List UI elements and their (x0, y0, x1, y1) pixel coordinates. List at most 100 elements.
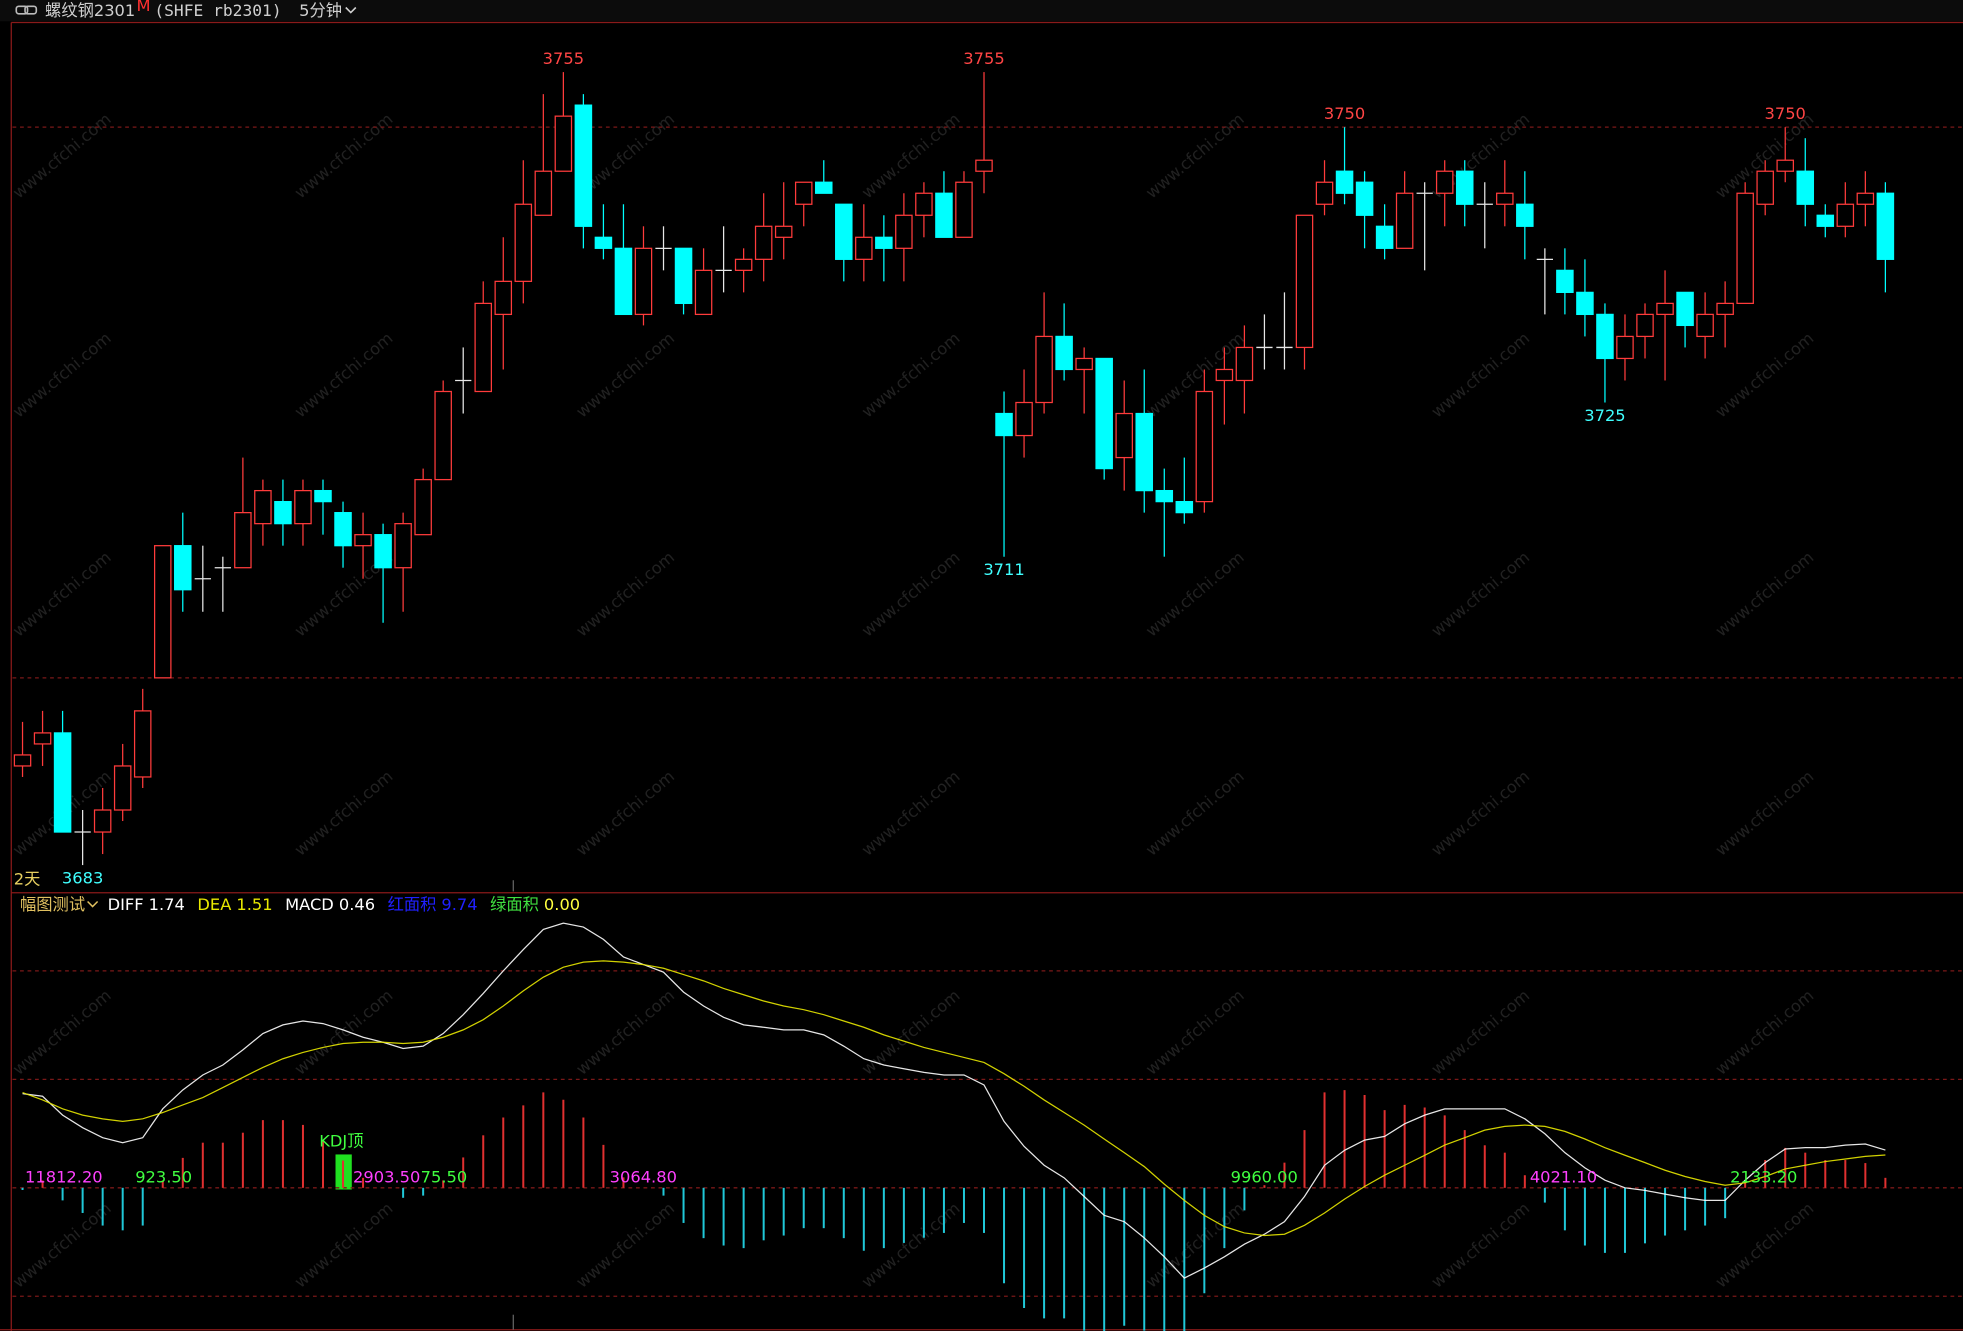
candle-body (1556, 269, 1574, 293)
candle-body (1876, 192, 1895, 260)
indicator-name[interactable]: 幅图测试 (20, 895, 85, 914)
low-label: 3711 (983, 560, 1024, 579)
candle-body (494, 280, 513, 316)
candle-body (1335, 170, 1354, 194)
top-bar (0, 0, 1963, 22)
candle-body (53, 732, 72, 833)
candle-body (1095, 357, 1113, 470)
candle-body (434, 390, 452, 481)
area-value: 0.00 (544, 895, 580, 914)
area-sum: 2133.20 (1730, 1168, 1797, 1187)
indicator-line (22, 922, 1886, 1279)
legend-value: 1.74 (149, 895, 185, 914)
candle-body (1315, 181, 1334, 205)
candle-body (774, 225, 793, 238)
candle-body (1816, 214, 1835, 227)
candle-body (374, 534, 392, 569)
candle-body (1075, 357, 1093, 371)
period-selector[interactable]: 5分钟 (299, 1, 342, 20)
candle-body (133, 710, 152, 778)
contract-flag: M (137, 0, 151, 15)
high-label: 3755 (963, 49, 1004, 68)
candle-body (334, 512, 352, 547)
indicator-line (22, 960, 1886, 1237)
candle-body (33, 732, 52, 745)
candle-body (1656, 302, 1674, 316)
candle-body (153, 545, 172, 679)
candle-body (754, 225, 773, 260)
dropdown-chevron (345, 6, 357, 14)
candle-body (1035, 335, 1053, 404)
candle-body (1455, 170, 1474, 205)
candle-body (1576, 291, 1594, 316)
candle-body (1215, 368, 1234, 382)
candle-body (935, 192, 953, 238)
candle-body (1235, 346, 1254, 382)
candle-body (93, 809, 112, 833)
candle-body (1175, 501, 1194, 514)
candle-body (895, 214, 913, 249)
candle-body (1836, 203, 1855, 227)
candle-body (1776, 159, 1794, 172)
candle-body (1516, 203, 1534, 227)
candle-body (955, 181, 973, 238)
candle-body (1496, 192, 1514, 205)
candle-body (1636, 313, 1654, 338)
candle-body (594, 236, 613, 249)
candle-body (835, 203, 853, 260)
area-sum: 9960.00 (1231, 1168, 1298, 1187)
candle-body (1596, 313, 1614, 360)
high-label: 3750 (1765, 104, 1806, 123)
candle-body (414, 478, 432, 536)
area-sum: 11812.20 (25, 1168, 103, 1187)
candle-body (1616, 335, 1634, 360)
signal-label: KDJ顶 (319, 1131, 363, 1150)
candle-body (274, 501, 292, 525)
candle-body (1375, 225, 1394, 249)
candle-body (855, 236, 873, 260)
candle-body (354, 534, 372, 547)
legend-name: DEA (197, 895, 231, 914)
candle-body (1155, 489, 1174, 503)
candle-body (975, 159, 993, 172)
area-name: 绿面积 (490, 895, 539, 914)
candle-body (995, 412, 1013, 437)
low-label: 3725 (1584, 406, 1625, 425)
candle-body (1676, 291, 1694, 327)
candle-body (915, 192, 933, 216)
candle-body (674, 247, 693, 305)
area-sum: 75.50 (421, 1168, 468, 1187)
candle-body (1135, 412, 1154, 492)
area-name: 红面积 (388, 895, 437, 914)
candle-body (1736, 192, 1754, 305)
symbol-name: 螺纹钢2301 (45, 1, 135, 20)
candle-body (1015, 401, 1033, 437)
candle-body (13, 754, 32, 767)
candle-body (174, 545, 192, 591)
candle-body (574, 104, 593, 227)
candle-body (1115, 412, 1133, 459)
area-sum: 2903.50 (353, 1168, 420, 1187)
candle-body (314, 489, 332, 503)
candle-body (534, 170, 553, 216)
dropdown-chevron (87, 900, 99, 908)
link-ring (24, 5, 38, 15)
area-value: 9.74 (441, 895, 477, 914)
area-sum: 4021.10 (1530, 1168, 1597, 1187)
area-sum: 923.50 (135, 1168, 192, 1187)
candle-body (113, 765, 132, 811)
candle-body (394, 523, 412, 569)
candle-body (514, 203, 533, 282)
candle-body (554, 115, 573, 172)
high-label: 3750 (1324, 104, 1365, 123)
link-ring (15, 5, 29, 15)
candle-body (1696, 313, 1714, 338)
candle-body (634, 247, 653, 316)
candle-body (1295, 214, 1314, 349)
candle-body (1195, 390, 1214, 503)
candle-body (614, 247, 633, 316)
candle-body (694, 269, 713, 316)
